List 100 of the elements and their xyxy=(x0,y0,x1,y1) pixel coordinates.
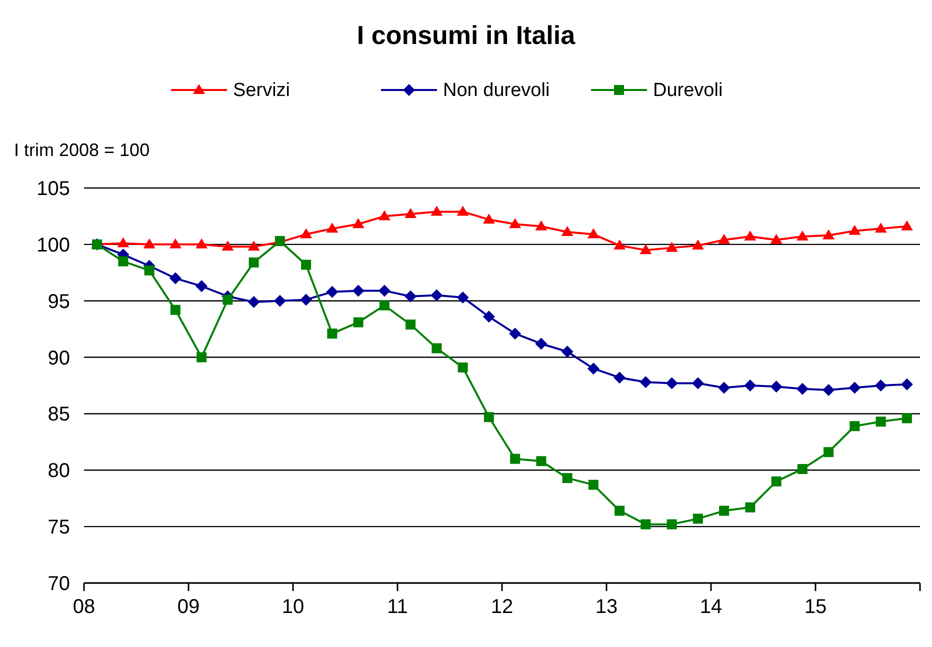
point xyxy=(822,384,835,396)
point xyxy=(902,413,912,424)
point xyxy=(535,338,548,350)
point xyxy=(196,280,208,292)
point xyxy=(300,294,312,306)
point xyxy=(692,240,704,250)
point xyxy=(327,328,338,339)
point xyxy=(378,284,390,297)
point xyxy=(326,222,338,233)
point xyxy=(874,222,887,233)
x-tick-label: 13 xyxy=(595,596,618,618)
y-tick-label: 70 xyxy=(48,573,70,595)
point xyxy=(430,289,443,302)
point xyxy=(874,380,887,392)
point xyxy=(796,382,808,395)
point xyxy=(222,294,233,305)
point xyxy=(378,210,390,220)
point xyxy=(719,506,730,516)
point xyxy=(640,244,652,254)
point xyxy=(770,234,782,244)
x-tick-label: 08 xyxy=(72,596,96,618)
point xyxy=(169,238,182,248)
point xyxy=(797,464,808,474)
point xyxy=(614,240,626,250)
y-tick-label: 80 xyxy=(48,460,70,482)
point xyxy=(876,416,886,427)
point xyxy=(900,220,913,230)
point xyxy=(144,265,154,276)
point xyxy=(900,378,913,390)
point xyxy=(561,346,574,358)
x-tick-label: 15 xyxy=(804,596,827,618)
point xyxy=(301,260,312,270)
y-axis-title: I trim 2008 = 100 xyxy=(14,140,150,160)
point xyxy=(248,257,259,268)
point xyxy=(118,256,128,266)
point xyxy=(587,228,600,238)
point xyxy=(509,328,522,340)
point xyxy=(640,519,651,530)
point xyxy=(456,206,469,216)
point xyxy=(692,514,703,524)
point xyxy=(456,291,469,304)
point xyxy=(561,226,574,236)
point xyxy=(274,294,286,307)
point xyxy=(300,228,312,238)
point xyxy=(406,320,416,330)
point xyxy=(692,377,704,390)
x-tick-label: 12 xyxy=(490,596,514,618)
point xyxy=(588,480,598,490)
point xyxy=(379,300,390,310)
point xyxy=(822,229,835,240)
chart-title: I consumi in Italia xyxy=(356,20,576,50)
point xyxy=(458,362,468,372)
point xyxy=(117,237,130,248)
y-tick-label: 95 xyxy=(48,290,70,313)
point xyxy=(824,447,834,458)
point xyxy=(848,382,861,394)
point xyxy=(796,230,808,241)
y-tick-label: 90 xyxy=(48,347,70,370)
x-tick-label: 09 xyxy=(177,596,200,618)
y-tick-label: 75 xyxy=(48,516,70,539)
legend-label: Durevoli xyxy=(653,80,723,101)
point xyxy=(404,290,417,302)
point xyxy=(536,456,546,466)
legend-label: Servizi xyxy=(233,80,290,101)
point xyxy=(352,284,364,297)
point xyxy=(248,296,260,308)
x-tick-label: 11 xyxy=(387,596,408,618)
point xyxy=(196,352,207,362)
point xyxy=(666,377,678,390)
point xyxy=(248,240,260,251)
point xyxy=(169,272,182,284)
point xyxy=(430,206,443,216)
y-tick-label: 85 xyxy=(48,404,70,426)
point xyxy=(640,376,652,388)
point xyxy=(535,220,548,230)
point xyxy=(222,240,234,251)
x-tick-label: 14 xyxy=(700,596,722,618)
point xyxy=(196,238,208,248)
point xyxy=(404,208,417,218)
point xyxy=(562,473,572,484)
point xyxy=(771,476,782,486)
point xyxy=(587,362,600,375)
point xyxy=(170,304,180,315)
point xyxy=(666,242,678,252)
point xyxy=(850,421,860,432)
point xyxy=(770,380,782,393)
point xyxy=(745,502,756,512)
point xyxy=(432,343,442,354)
y-tick-label: 100 xyxy=(36,234,70,256)
point xyxy=(614,372,626,384)
point xyxy=(666,519,677,530)
point xyxy=(614,506,625,516)
point xyxy=(482,310,495,323)
x-tick-label: 10 xyxy=(282,596,304,618)
point xyxy=(510,454,520,464)
point xyxy=(744,230,756,241)
point xyxy=(718,234,730,244)
legend-label: Non durevoli xyxy=(443,80,550,101)
point xyxy=(352,218,364,228)
point xyxy=(848,224,861,235)
